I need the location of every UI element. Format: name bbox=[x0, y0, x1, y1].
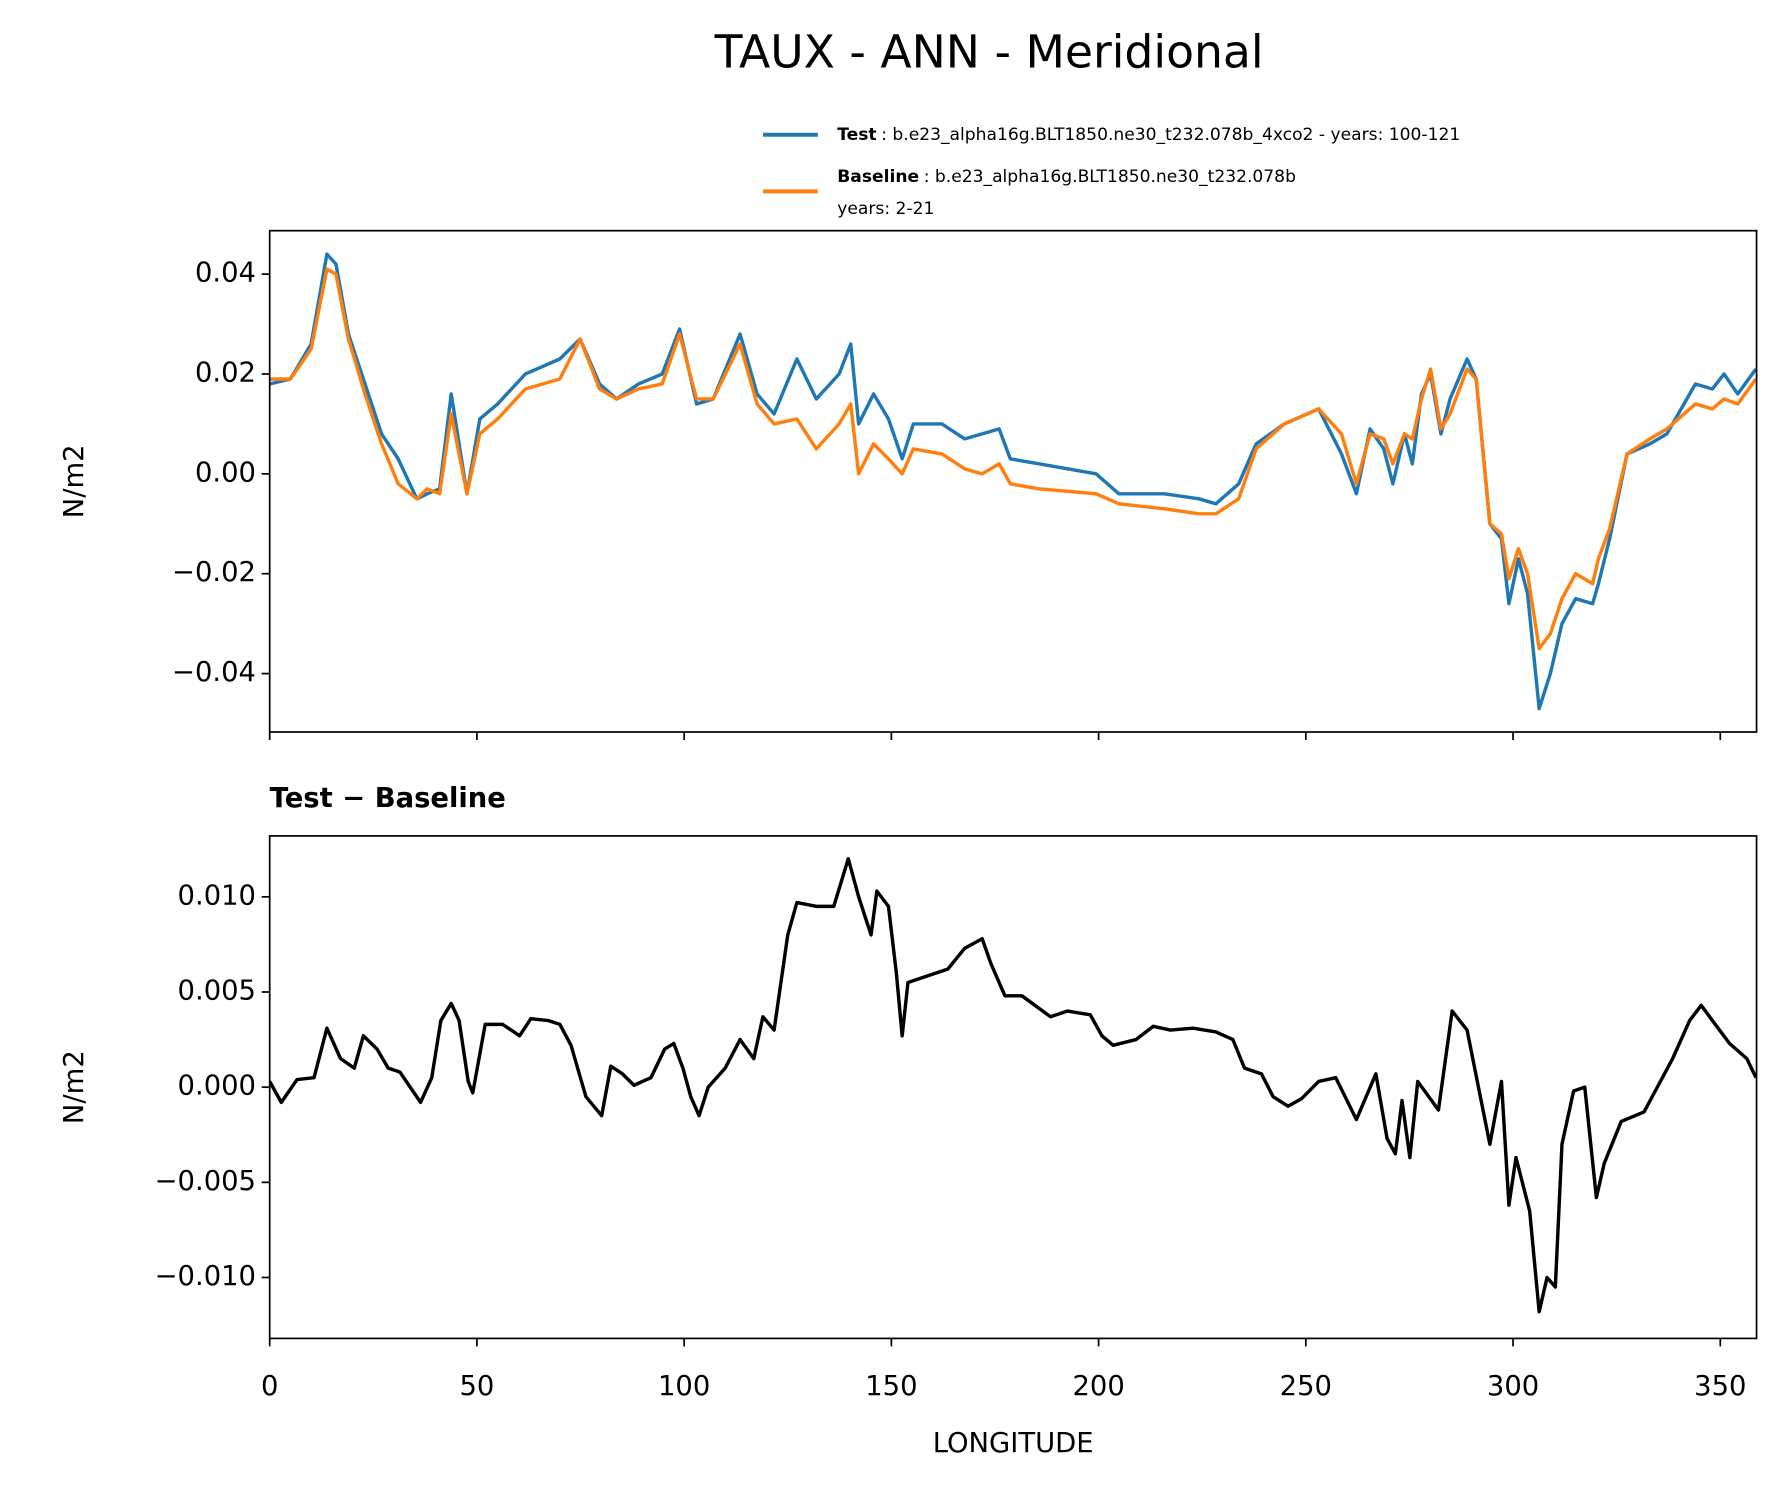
x-tick-label: 100 bbox=[658, 1371, 710, 1402]
x-tick-label: 200 bbox=[1072, 1371, 1124, 1402]
y-tick-label: 0.04 bbox=[195, 258, 256, 289]
x-tick-label: 350 bbox=[1694, 1371, 1746, 1402]
legend-label: Test: b.e23_alpha16g.BLT1850.ne30_t232.0… bbox=[837, 125, 1460, 145]
series-line bbox=[269, 857, 1757, 1314]
y-tick-label: 0.00 bbox=[195, 457, 256, 488]
y-tick-label: 0.010 bbox=[178, 880, 256, 911]
y-tick-label: −0.010 bbox=[155, 1261, 256, 1292]
legend-name: Test bbox=[837, 125, 876, 145]
y-tick-label: 0.000 bbox=[178, 1071, 256, 1102]
y-tick-label: −0.005 bbox=[155, 1166, 256, 1197]
plot-frame bbox=[268, 835, 1758, 1340]
legend-description: : b.e23_alpha16g.BLT1850.ne30_t232.078b_… bbox=[881, 125, 1460, 145]
y-tick-label: 0.02 bbox=[195, 357, 256, 388]
y-tick-label: −0.02 bbox=[172, 557, 256, 588]
x-tick-label: 300 bbox=[1487, 1371, 1539, 1402]
x-tick-label: 0 bbox=[261, 1371, 278, 1402]
legend-description: : b.e23_alpha16g.BLT1850.ne30_t232.078b bbox=[924, 167, 1296, 187]
y-axis-label: N/m2 bbox=[59, 444, 90, 518]
y-tick-label: 0.005 bbox=[178, 976, 256, 1007]
x-tick-label: 50 bbox=[459, 1371, 494, 1402]
legend-description: years: 2-21 bbox=[837, 199, 934, 219]
chart-title: TAUX - ANN - Meridional bbox=[714, 25, 1264, 78]
panel-title: Test − Baseline bbox=[270, 783, 506, 814]
plot-frame bbox=[268, 229, 1758, 733]
y-tick-label: −0.04 bbox=[172, 657, 256, 688]
series-line bbox=[269, 252, 1757, 711]
x-axis-label: LONGITUDE bbox=[933, 1428, 1094, 1459]
legend-label: Baseline: b.e23_alpha16g.BLT1850.ne30_t2… bbox=[837, 167, 1296, 187]
x-tick-label: 150 bbox=[865, 1371, 917, 1402]
y-axis-label: N/m2 bbox=[59, 1050, 90, 1124]
legend-name: Baseline bbox=[837, 167, 919, 187]
series-line bbox=[269, 267, 1757, 651]
x-tick-label: 250 bbox=[1280, 1371, 1332, 1402]
